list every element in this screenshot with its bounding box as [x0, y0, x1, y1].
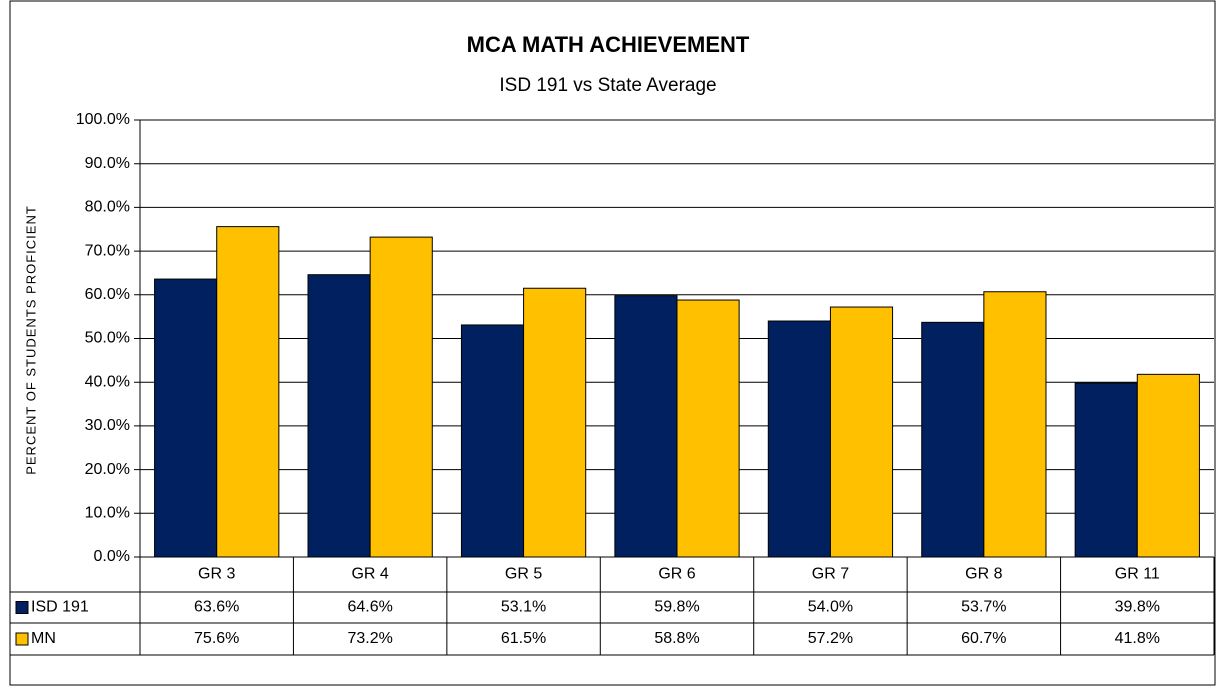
- bar: [614, 295, 678, 558]
- data-label: 41.8%: [1115, 630, 1160, 647]
- data-label: 63.6%: [194, 599, 239, 616]
- y-tick-label: 80.0%: [85, 199, 130, 216]
- x-tick-label: GR 6: [658, 566, 695, 583]
- legend-label: MN: [31, 630, 56, 647]
- y-tick-label: 70.0%: [85, 242, 130, 259]
- y-tick-label: 100.0%: [76, 111, 130, 128]
- x-tick-label: GR 3: [198, 566, 235, 583]
- bar: [983, 291, 1047, 558]
- bar: [921, 321, 985, 558]
- y-tick-label: 0.0%: [94, 548, 130, 565]
- bar: [767, 320, 831, 558]
- x-tick-label: GR 7: [812, 566, 849, 583]
- data-label: 75.6%: [194, 630, 239, 647]
- bar: [369, 236, 433, 558]
- data-label: 59.8%: [654, 599, 699, 616]
- y-tick-label: 50.0%: [85, 330, 130, 347]
- y-tick-label: 20.0%: [85, 461, 130, 478]
- legend-label: ISD 191: [31, 599, 89, 616]
- data-label: 53.1%: [501, 599, 546, 616]
- bar: [216, 226, 280, 558]
- x-tick-label: GR 4: [351, 566, 388, 583]
- y-tick-label: 30.0%: [85, 417, 130, 434]
- data-label: 53.7%: [961, 599, 1006, 616]
- y-tick-label: 10.0%: [85, 505, 130, 522]
- y-tick-label: 90.0%: [85, 155, 130, 172]
- chart-subtitle: ISD 191 vs State Average: [499, 75, 716, 96]
- y-tick-label: 60.0%: [85, 286, 130, 303]
- y-tick-label: 40.0%: [85, 373, 130, 390]
- x-tick-label: GR 11: [1115, 566, 1160, 583]
- data-label: 73.2%: [347, 630, 392, 647]
- data-label: 58.8%: [654, 630, 699, 647]
- bar: [460, 324, 525, 558]
- legend-key: [15, 632, 29, 646]
- bar: [676, 299, 740, 558]
- x-tick-label: GR 8: [965, 566, 1002, 583]
- data-label: 39.8%: [1115, 599, 1160, 616]
- bar: [1074, 382, 1138, 558]
- chart-title: MCA MATH ACHIEVEMENT: [467, 32, 750, 57]
- data-label: 60.7%: [961, 630, 1006, 647]
- y-axis-label: PERCENT OF STUDENTS PROFICIENT: [23, 205, 38, 475]
- bar: [829, 306, 894, 558]
- data-label: 57.2%: [808, 630, 853, 647]
- data-label: 54.0%: [808, 599, 853, 616]
- bar: [154, 278, 218, 558]
- legend-key: [15, 601, 29, 614]
- bar: [307, 274, 371, 558]
- bar: [1136, 373, 1200, 558]
- bar: [523, 287, 587, 558]
- data-label: 64.6%: [347, 599, 392, 616]
- data-label: 61.5%: [501, 630, 546, 647]
- x-tick-label: GR 5: [505, 566, 542, 583]
